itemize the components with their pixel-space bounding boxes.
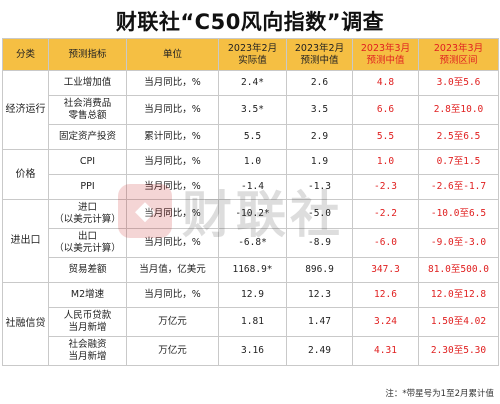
unit-cell: 万亿元 [126,336,219,366]
median-mar-cell: -6.0 [352,228,419,258]
indicator-cell: 固定资产投资 [48,124,127,150]
table-row: 社会消费品 零售总额 当月同比，% 3.5* 3.5 6.6 2.8至10.0 [3,95,499,125]
header-row: 分类 预测指标 单位 2023年2月 实际值 2023年2月 预测中值 2023年3… [2,38,499,71]
actual-cell: -1.4 [218,174,287,200]
median-mar-cell: 347.3 [352,257,419,283]
indicator-cell: 人民币贷款 当月新增 [48,307,127,337]
table-row: 贸易差额 当月值，亿美元 1168.9* 896.9 347.3 81.0至50… [3,257,499,283]
range-cell: 12.0至12.8 [418,282,499,308]
median-mar-cell: 4.8 [352,70,419,96]
median-mar-cell: -2.3 [352,174,419,200]
unit-cell: 当月同比，% [126,228,219,258]
unit-cell: 当月同比，% [126,95,219,125]
category-cell: 价格 [2,149,49,200]
actual-cell: 3.5* [218,95,287,125]
range-cell: 81.0至500.0 [418,257,499,283]
indicator-cell: 社会融资 当月新增 [48,336,127,366]
median-feb-cell: -5.0 [286,199,353,229]
unit-cell: 当月同比，% [126,282,219,308]
header-median-mar: 2023年3月 预测中值 [352,38,419,71]
median-mar-cell: 1.0 [352,149,419,175]
median-mar-cell: 4.31 [352,336,419,366]
category-cell: 经济运行 [2,70,49,150]
median-mar-cell: 6.6 [352,95,419,125]
median-feb-cell: 2.9 [286,124,353,150]
indicator-cell: 出口 （以美元计算） [48,228,127,258]
unit-cell: 当月值，亿美元 [126,257,219,283]
range-cell: 2.8至10.0 [418,95,499,125]
footnote: 注：*带星号为1至2月累计值 [385,389,494,399]
indicator-cell: PPI [48,174,127,200]
unit-cell: 当月同比，% [126,149,219,175]
table-row: 进出口 进口 （以美元计算） 当月同比，% -10.2* -5.0 -2.2 -1… [2,199,499,283]
unit-cell: 累计同比，% [126,124,219,150]
range-cell: 1.50至4.02 [418,307,499,337]
category-cell: 社融信贷 [2,282,49,366]
header-unit: 单位 [126,38,219,71]
actual-cell: 1.81 [218,307,287,337]
median-feb-cell: 2.49 [286,336,353,366]
actual-cell: 5.5 [218,124,287,150]
unit-cell: 当月同比，% [126,174,219,200]
range-cell: -9.0至-3.0 [418,228,499,258]
range-cell: 2.5至6.5 [418,124,499,150]
median-mar-cell: 3.24 [352,307,419,337]
median-feb-cell: 2.6 [286,70,353,96]
indicator-cell: CPI [48,149,127,175]
table-row: 固定资产投资 累计同比，% 5.5 2.9 5.5 2.5至6.5 [3,124,499,150]
median-feb-cell: 896.9 [286,257,353,283]
range-cell: 0.7至1.5 [418,149,499,175]
median-mar-cell: 12.6 [352,282,419,308]
median-feb-cell: -1.3 [286,174,353,200]
header-median-feb: 2023年2月 预测中值 [286,38,353,71]
median-feb-cell: 3.5 [286,95,353,125]
actual-cell: -10.2* [218,199,287,229]
table-row: 社会融资 当月新增 万亿元 3.16 2.49 4.31 2.30至5.30 [3,336,499,366]
median-mar-cell: -2.2 [352,199,419,229]
indicator-cell: 社会消费品 零售总额 [48,95,127,125]
range-cell: 2.30至5.30 [418,336,499,366]
table-row: 价格 CPI 当月同比，% 1.0 1.9 1.0 0.7至1.5 [2,149,499,200]
header-actual: 2023年2月 实际值 [218,38,287,71]
actual-cell: 1.0 [218,149,287,175]
actual-cell: 3.16 [218,336,287,366]
category-cell: 进出口 [2,199,49,283]
table-row: 出口 （以美元计算） 当月同比，% -6.8* -8.9 -6.0 -9.0至-3… [3,228,499,258]
indicator-cell: 贸易差额 [48,257,127,283]
indicator-cell: 进口 （以美元计算） [48,199,127,229]
actual-cell: 1168.9* [218,257,287,283]
range-cell: -2.6至-1.7 [418,174,499,200]
indicator-cell: 工业增加值 [48,70,127,96]
range-cell: 3.0至5.6 [418,70,499,96]
header-indicator: 预测指标 [48,38,127,71]
table-row: 人民币贷款 当月新增 万亿元 1.81 1.47 3.24 1.50至4.02 [3,307,499,337]
header-range-mar: 2023年3月 预测区间 [418,38,499,71]
unit-cell: 当月同比，% [126,70,219,96]
header-category: 分类 [2,38,49,71]
unit-cell: 万亿元 [126,307,219,337]
table-row: 经济运行 工业增加值 当月同比，% 2.4* 2.6 4.8 3.0至5.6 [2,70,499,150]
actual-cell: 2.4* [218,70,287,96]
actual-cell: 12.9 [218,282,287,308]
median-feb-cell: 12.3 [286,282,353,308]
actual-cell: -6.8* [218,228,287,258]
median-feb-cell: -8.9 [286,228,353,258]
median-feb-cell: 1.9 [286,149,353,175]
median-mar-cell: 5.5 [352,124,419,150]
table-row: PPI 当月同比，% -1.4 -1.3 -2.3 -2.6至-1.7 [3,174,499,200]
forecast-table: 分类 预测指标 单位 2023年2月 实际值 2023年2月 预测中值 2023年3… [2,38,499,366]
indicator-cell: M2增速 [48,282,127,308]
page-title: 财联社“C50风向指数”调查 [115,10,385,34]
median-feb-cell: 1.47 [286,307,353,337]
unit-cell: 当月同比，% [126,199,219,229]
range-cell: -10.0至6.5 [418,199,499,229]
table-row: 社融信贷 M2增速 当月同比，% 12.9 12.3 12.6 12.0至12.… [2,282,499,366]
